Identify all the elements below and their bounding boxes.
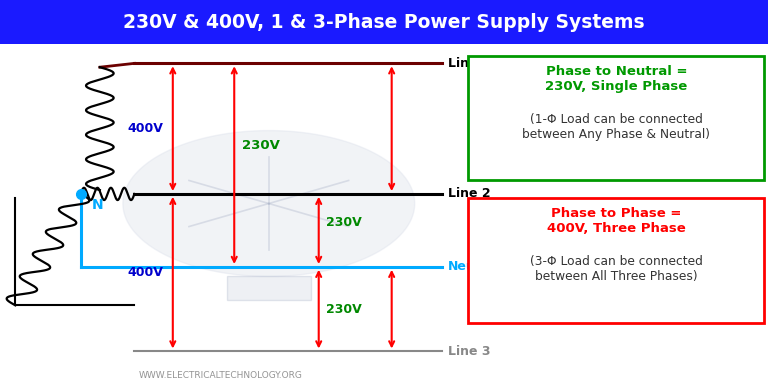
Text: 400V: 400V: [127, 266, 164, 279]
Text: Phase to Phase =
400V, Three Phase: Phase to Phase = 400V, Three Phase: [547, 207, 686, 235]
Text: (1-Φ Load can be connected
between Any Phase & Neutral): (1-Φ Load can be connected between Any P…: [522, 113, 710, 141]
Text: 230V: 230V: [242, 139, 280, 152]
Polygon shape: [123, 131, 415, 276]
Text: N: N: [92, 199, 104, 212]
Text: Line 2: Line 2: [448, 187, 491, 200]
FancyBboxPatch shape: [227, 276, 311, 300]
Text: 230V: 230V: [326, 216, 362, 229]
Text: 230V & 400V, 1 & 3-Phase Power Supply Systems: 230V & 400V, 1 & 3-Phase Power Supply Sy…: [123, 13, 645, 32]
Text: WWW.ELECTRICALTECHNOLOGY.ORG: WWW.ELECTRICALTECHNOLOGY.ORG: [138, 371, 302, 380]
Text: Line 3: Line 3: [448, 345, 490, 358]
Text: Phase to Neutral =
230V, Single Phase: Phase to Neutral = 230V, Single Phase: [545, 65, 687, 93]
Text: (3-Φ Load can be connected
between All Three Phases): (3-Φ Load can be connected between All T…: [530, 255, 703, 283]
Text: 400V: 400V: [127, 122, 164, 135]
FancyBboxPatch shape: [468, 56, 764, 180]
Text: 230V: 230V: [326, 303, 362, 316]
FancyBboxPatch shape: [0, 0, 768, 44]
FancyBboxPatch shape: [468, 198, 764, 323]
Text: Neutral: Neutral: [448, 260, 500, 273]
Text: Line 1: Line 1: [448, 57, 491, 70]
